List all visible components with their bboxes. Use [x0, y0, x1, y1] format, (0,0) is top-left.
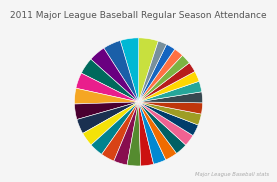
Wedge shape [77, 102, 138, 133]
Wedge shape [138, 102, 166, 164]
Wedge shape [83, 102, 138, 145]
Wedge shape [91, 48, 138, 102]
Wedge shape [102, 102, 138, 161]
Wedge shape [91, 102, 138, 154]
Wedge shape [114, 102, 138, 165]
Wedge shape [138, 102, 198, 136]
Wedge shape [138, 102, 154, 166]
Text: Major League Baseball stats: Major League Baseball stats [194, 172, 269, 177]
Wedge shape [75, 102, 138, 120]
Wedge shape [138, 102, 186, 153]
Wedge shape [138, 38, 158, 102]
Wedge shape [138, 72, 199, 102]
Wedge shape [138, 63, 195, 102]
Wedge shape [138, 55, 189, 102]
Title: 2011 Major League Baseball Regular Season Attendance: 2011 Major League Baseball Regular Seaso… [10, 11, 267, 20]
Wedge shape [138, 102, 202, 114]
Wedge shape [76, 73, 138, 102]
Wedge shape [138, 92, 202, 103]
Wedge shape [138, 44, 175, 102]
Wedge shape [138, 41, 166, 102]
Wedge shape [75, 88, 138, 104]
Wedge shape [81, 59, 138, 102]
Wedge shape [127, 102, 141, 166]
Wedge shape [138, 102, 177, 160]
Wedge shape [138, 49, 183, 102]
Wedge shape [138, 102, 201, 125]
Wedge shape [138, 81, 202, 102]
Wedge shape [104, 41, 138, 102]
Wedge shape [120, 38, 139, 102]
Wedge shape [138, 102, 193, 145]
